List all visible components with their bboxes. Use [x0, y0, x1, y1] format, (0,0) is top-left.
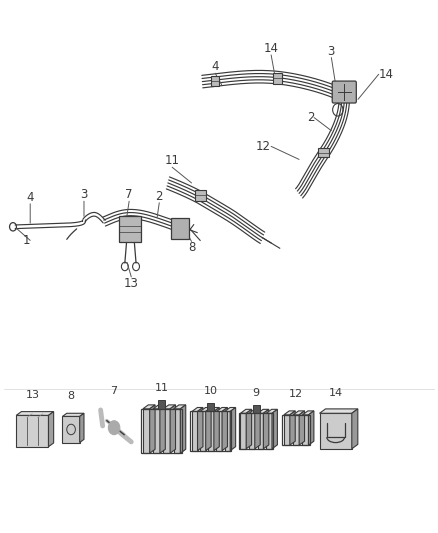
Bar	[252, 405, 259, 413]
Bar	[191, 411, 197, 450]
Bar	[207, 403, 214, 411]
Polygon shape	[153, 405, 165, 409]
Bar	[200, 411, 205, 450]
Polygon shape	[159, 405, 165, 453]
Polygon shape	[254, 409, 260, 449]
Polygon shape	[180, 405, 185, 453]
Polygon shape	[205, 408, 211, 450]
Polygon shape	[257, 409, 268, 413]
Bar	[293, 415, 298, 445]
Bar	[62, 416, 80, 442]
Text: 10: 10	[203, 386, 217, 396]
Polygon shape	[248, 409, 260, 413]
Polygon shape	[213, 408, 219, 450]
Text: 1: 1	[23, 234, 30, 247]
Bar	[265, 413, 272, 449]
Polygon shape	[298, 411, 304, 445]
Polygon shape	[240, 409, 251, 413]
Polygon shape	[246, 409, 251, 449]
Polygon shape	[351, 409, 357, 449]
Polygon shape	[272, 409, 277, 449]
Bar	[282, 415, 309, 445]
Text: 8: 8	[67, 391, 74, 401]
Text: 9: 9	[252, 387, 259, 398]
Bar	[163, 409, 170, 453]
Polygon shape	[319, 409, 357, 413]
Polygon shape	[265, 409, 277, 413]
Bar	[318, 148, 328, 157]
Polygon shape	[62, 413, 84, 416]
Polygon shape	[289, 411, 295, 445]
Polygon shape	[208, 408, 219, 411]
Bar	[153, 409, 159, 453]
Circle shape	[108, 421, 120, 434]
Polygon shape	[163, 405, 175, 409]
FancyBboxPatch shape	[119, 216, 141, 242]
Polygon shape	[283, 411, 295, 415]
Polygon shape	[173, 405, 185, 409]
Bar	[158, 400, 165, 409]
Text: 13: 13	[124, 277, 138, 290]
Polygon shape	[308, 411, 313, 445]
Bar	[272, 73, 282, 84]
Polygon shape	[222, 408, 227, 450]
Text: 7: 7	[110, 386, 117, 396]
Bar	[238, 413, 272, 449]
Text: 2: 2	[306, 111, 314, 124]
FancyBboxPatch shape	[171, 219, 188, 239]
Polygon shape	[293, 411, 304, 415]
Bar	[16, 415, 48, 447]
Text: 2: 2	[155, 190, 162, 203]
Bar	[173, 409, 180, 453]
Bar	[319, 413, 351, 449]
Polygon shape	[200, 408, 211, 411]
Bar	[224, 411, 230, 450]
Polygon shape	[302, 411, 313, 415]
Text: 12: 12	[288, 389, 303, 399]
Bar	[142, 409, 149, 453]
Polygon shape	[80, 413, 84, 442]
Text: 4: 4	[211, 60, 219, 73]
Bar	[190, 411, 231, 450]
Bar	[240, 413, 246, 449]
Polygon shape	[191, 408, 202, 411]
FancyBboxPatch shape	[332, 81, 356, 103]
Bar	[216, 411, 222, 450]
Bar	[208, 411, 213, 450]
Polygon shape	[263, 409, 268, 449]
Bar	[283, 415, 289, 445]
Text: 14: 14	[328, 387, 342, 398]
Text: 14: 14	[378, 68, 393, 81]
Text: 13: 13	[25, 390, 39, 400]
Bar	[248, 413, 254, 449]
Text: 4: 4	[26, 191, 34, 204]
Text: 7: 7	[125, 188, 133, 201]
Text: 14: 14	[263, 42, 278, 55]
Bar	[257, 413, 263, 449]
Text: 3: 3	[327, 45, 334, 58]
Polygon shape	[16, 411, 53, 415]
Bar	[302, 415, 308, 445]
Text: 12: 12	[255, 140, 271, 153]
Polygon shape	[197, 408, 202, 450]
Polygon shape	[170, 405, 175, 453]
Polygon shape	[149, 405, 155, 453]
Polygon shape	[230, 408, 235, 450]
Text: 11: 11	[164, 154, 179, 167]
Polygon shape	[216, 408, 227, 411]
Polygon shape	[142, 405, 155, 409]
Text: 11: 11	[154, 383, 168, 393]
Text: 8: 8	[187, 241, 195, 254]
Polygon shape	[224, 408, 235, 411]
Bar	[141, 409, 181, 453]
Text: 3: 3	[80, 188, 88, 201]
Bar	[194, 190, 205, 201]
Polygon shape	[48, 411, 53, 447]
Bar	[210, 76, 219, 86]
